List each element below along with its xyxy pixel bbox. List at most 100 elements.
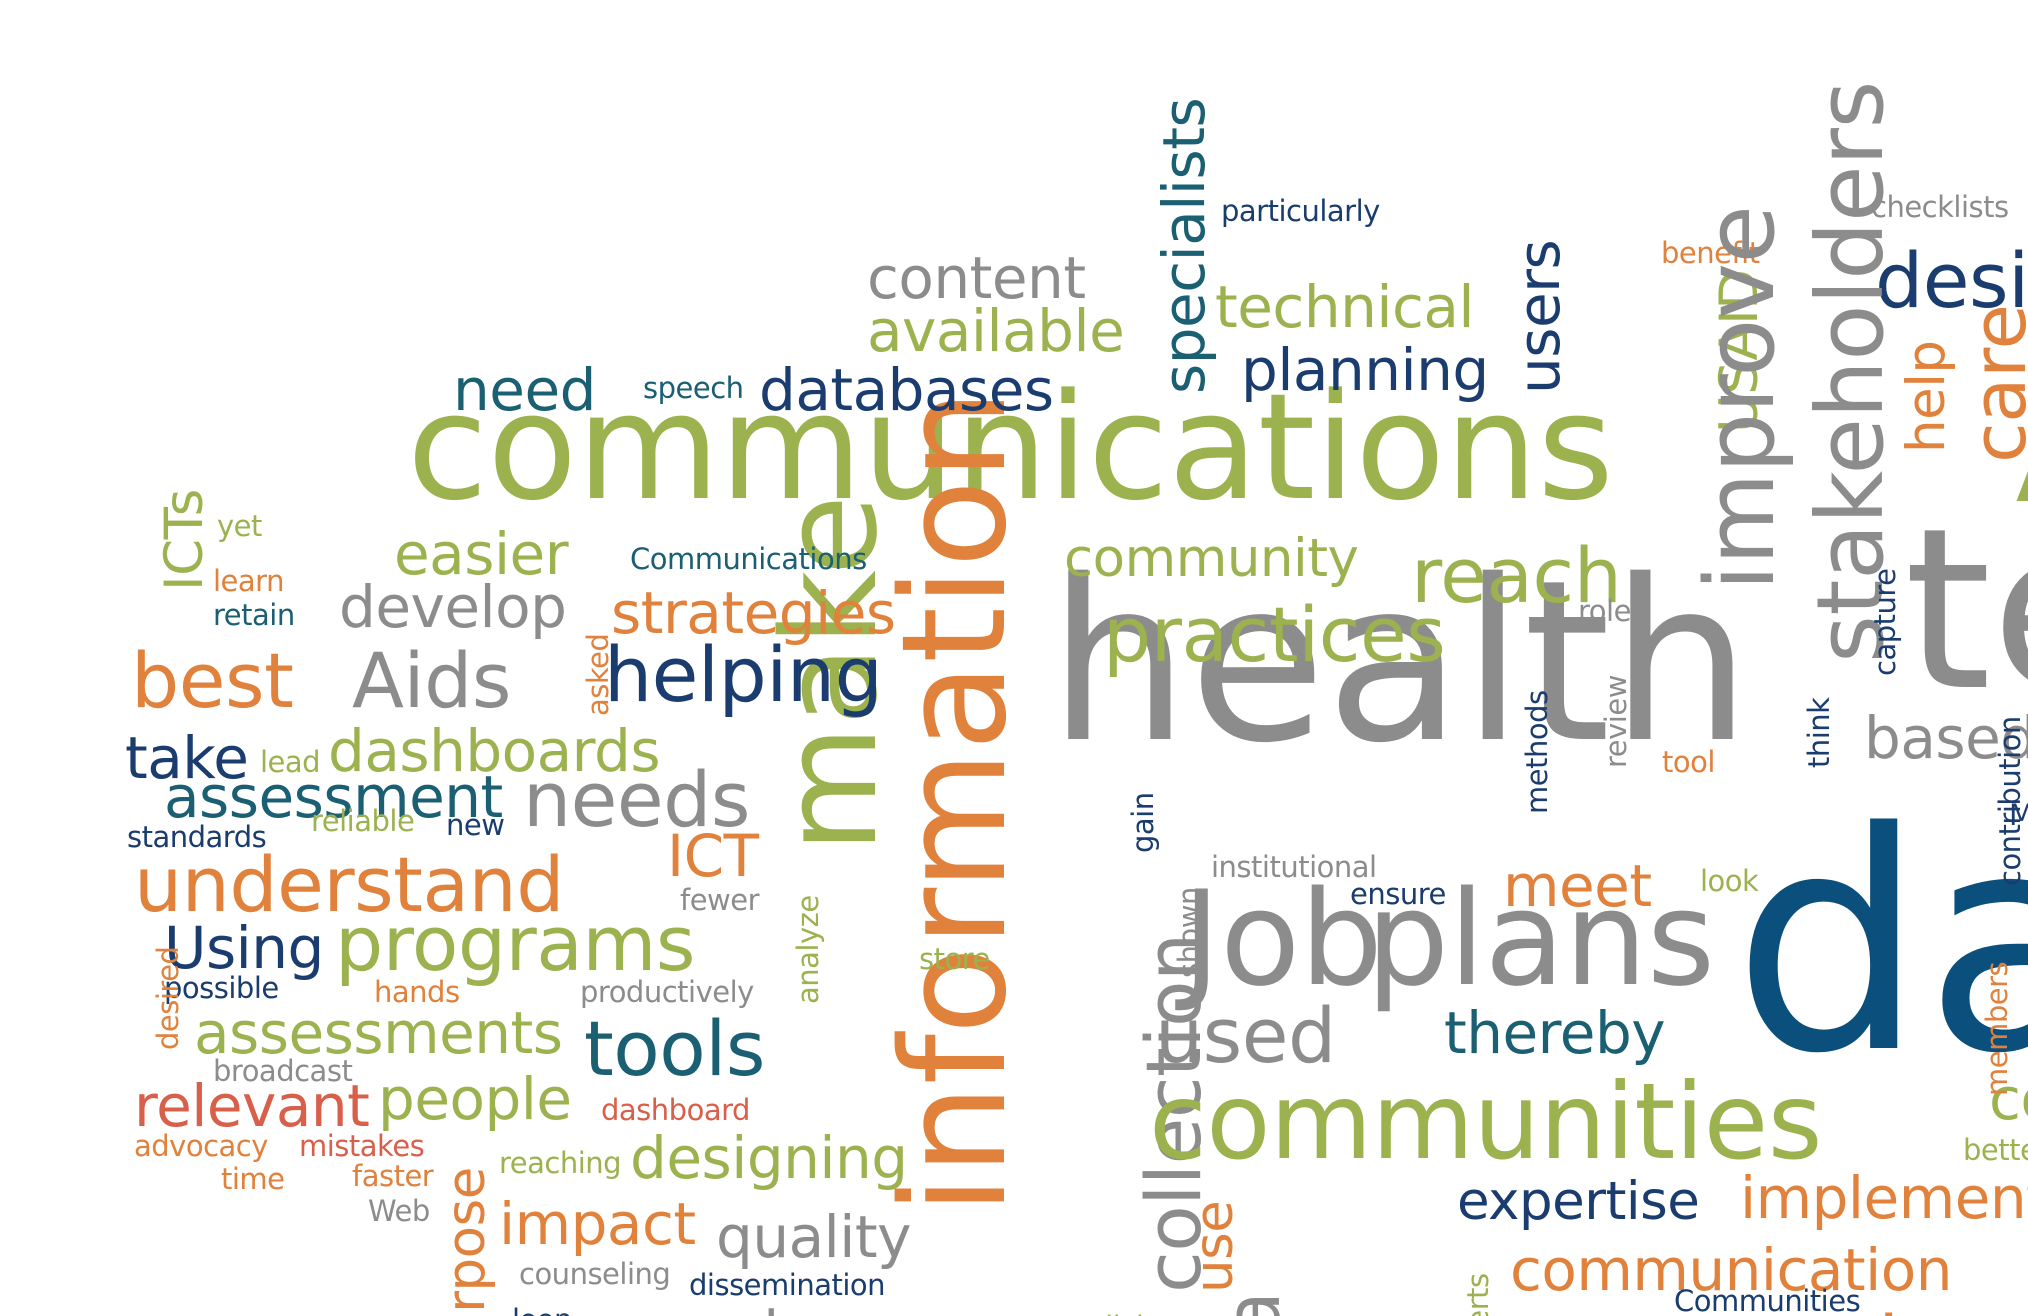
cloud-word: productively: [580, 975, 754, 1009]
cloud-word: plans: [1366, 862, 1715, 1015]
cloud-word: dashboard: [601, 1093, 750, 1127]
cloud-word: standards: [127, 820, 267, 854]
cloud-word: care: [1957, 304, 2028, 463]
cloud-word: checklists: [1871, 190, 2009, 224]
cloud-word: Ask: [2015, 335, 2028, 532]
cloud-word: based: [1864, 704, 2028, 772]
cloud-word: tool: [1662, 745, 1715, 779]
cloud-word: gain: [1126, 792, 1160, 853]
cloud-word: best: [131, 636, 294, 725]
cloud-word: learn: [213, 564, 284, 598]
cloud-word: dissemination: [689, 1268, 886, 1302]
cloud-word: work: [1740, 1306, 1922, 1316]
cloud-word: specialists: [1150, 97, 1218, 394]
cloud-word: loop: [512, 1306, 572, 1316]
cloud-word: expertise: [1457, 1171, 1700, 1232]
cloud-word: yet: [217, 509, 262, 543]
cloud-word: Data: [1208, 1292, 1297, 1316]
cloud-word: quality: [716, 1203, 911, 1271]
cloud-word: assessment: [164, 763, 503, 831]
cloud-word: dashboards: [328, 717, 661, 785]
cloud-word: needs: [523, 755, 751, 844]
cloud-word: community: [1064, 528, 1359, 589]
cloud-word: strategies: [611, 579, 896, 647]
cloud-word: speech: [643, 371, 744, 405]
cloud-word: think: [1802, 697, 1836, 768]
cloud-word: thereby: [1444, 999, 1666, 1067]
cloud-word: design: [1875, 236, 2028, 325]
cloud-word: reliable: [311, 804, 415, 838]
cloud-word: desired: [151, 946, 185, 1050]
cloud-word: assessments: [194, 999, 563, 1067]
cloud-word: team: [1904, 480, 2028, 740]
cloud-word: system: [670, 1300, 877, 1316]
cloud-word: people: [378, 1065, 572, 1133]
cloud-word: meet: [1503, 852, 1652, 920]
cloud-word: impact: [499, 1190, 696, 1258]
cloud-word: methods: [1520, 690, 1554, 814]
cloud-word: data: [1733, 769, 2028, 1120]
cloud-word: take: [125, 724, 249, 792]
cloud-word: contribution: [1993, 716, 2027, 886]
cloud-word: time: [221, 1162, 285, 1196]
cloud-word: members: [1980, 961, 2014, 1096]
cloud-word: reaching: [499, 1146, 622, 1180]
cloud-word: lead: [260, 745, 321, 779]
cloud-word: advocacy: [134, 1129, 268, 1163]
cloud-word: used: [1155, 991, 1336, 1080]
cloud-word: better: [1963, 1133, 2028, 1167]
cloud-word: helping: [604, 630, 883, 719]
cloud-word: particularly: [1221, 194, 1380, 228]
cloud-word: ICTs: [154, 489, 215, 591]
cloud-word: planning: [1241, 336, 1489, 404]
cloud-word: Web: [368, 1194, 430, 1228]
cloud-word: develop: [339, 573, 567, 641]
cloud-word: comprehensive: [1989, 1065, 2028, 1133]
cloud-word: purpose: [436, 1167, 497, 1316]
cloud-word: relevant: [134, 1072, 370, 1140]
cloud-word: Making: [2009, 798, 2028, 832]
cloud-word: tools: [584, 1004, 766, 1093]
cloud-word: Job: [1182, 862, 1383, 1015]
cloud-word: available: [867, 297, 1125, 365]
cloud-word: understand: [134, 840, 564, 929]
cloud-word: counseling: [519, 1257, 671, 1291]
cloud-word: use: [1184, 1200, 1245, 1293]
cloud-word: review: [1599, 675, 1633, 768]
cloud-word: hands: [374, 975, 460, 1009]
cloud-word: analyze: [791, 895, 825, 1004]
cloud-word: communications: [407, 362, 1614, 533]
cloud-word: capture: [1868, 568, 1902, 676]
cloud-word: possible: [164, 971, 279, 1005]
cloud-word: users: [1505, 239, 1573, 394]
cloud-word: health: [1048, 532, 1751, 792]
cloud-word: new: [446, 808, 505, 842]
cloud-word: reach: [1411, 531, 1622, 620]
cloud-word: practices: [1103, 590, 1446, 679]
cloud-word: institutional: [1211, 850, 1377, 884]
cloud-word: broadcast: [213, 1054, 353, 1088]
cloud-word: designing: [630, 1124, 908, 1192]
cloud-word: store: [919, 942, 990, 976]
cloud-word: communication: [1510, 1236, 1953, 1304]
cloud-word: faster: [352, 1159, 434, 1193]
cloud-word: experts: [1461, 1273, 1495, 1316]
cloud-word: help: [1896, 340, 1957, 453]
cloud-word: mistakes: [299, 1129, 425, 1163]
cloud-word: look: [1700, 864, 1759, 898]
cloud-word: policies: [1070, 1313, 1176, 1316]
cloud-word: improve: [1686, 205, 1796, 592]
cloud-word: Using: [164, 914, 324, 982]
cloud-word: retain: [213, 598, 295, 632]
cloud-word: Communities: [1674, 1284, 1861, 1316]
cloud-word: programs: [335, 899, 696, 988]
cloud-word: easier: [394, 520, 569, 588]
cloud-word: databases: [759, 356, 1054, 424]
cloud-word: fewer: [680, 883, 760, 917]
cloud-word: populations: [1989, 1313, 2028, 1316]
cloud-word: communities: [1149, 1061, 1822, 1183]
cloud-word: implementing: [1740, 1164, 2028, 1232]
cloud-word: content: [867, 244, 1086, 312]
cloud-word: technical: [1215, 273, 1475, 341]
